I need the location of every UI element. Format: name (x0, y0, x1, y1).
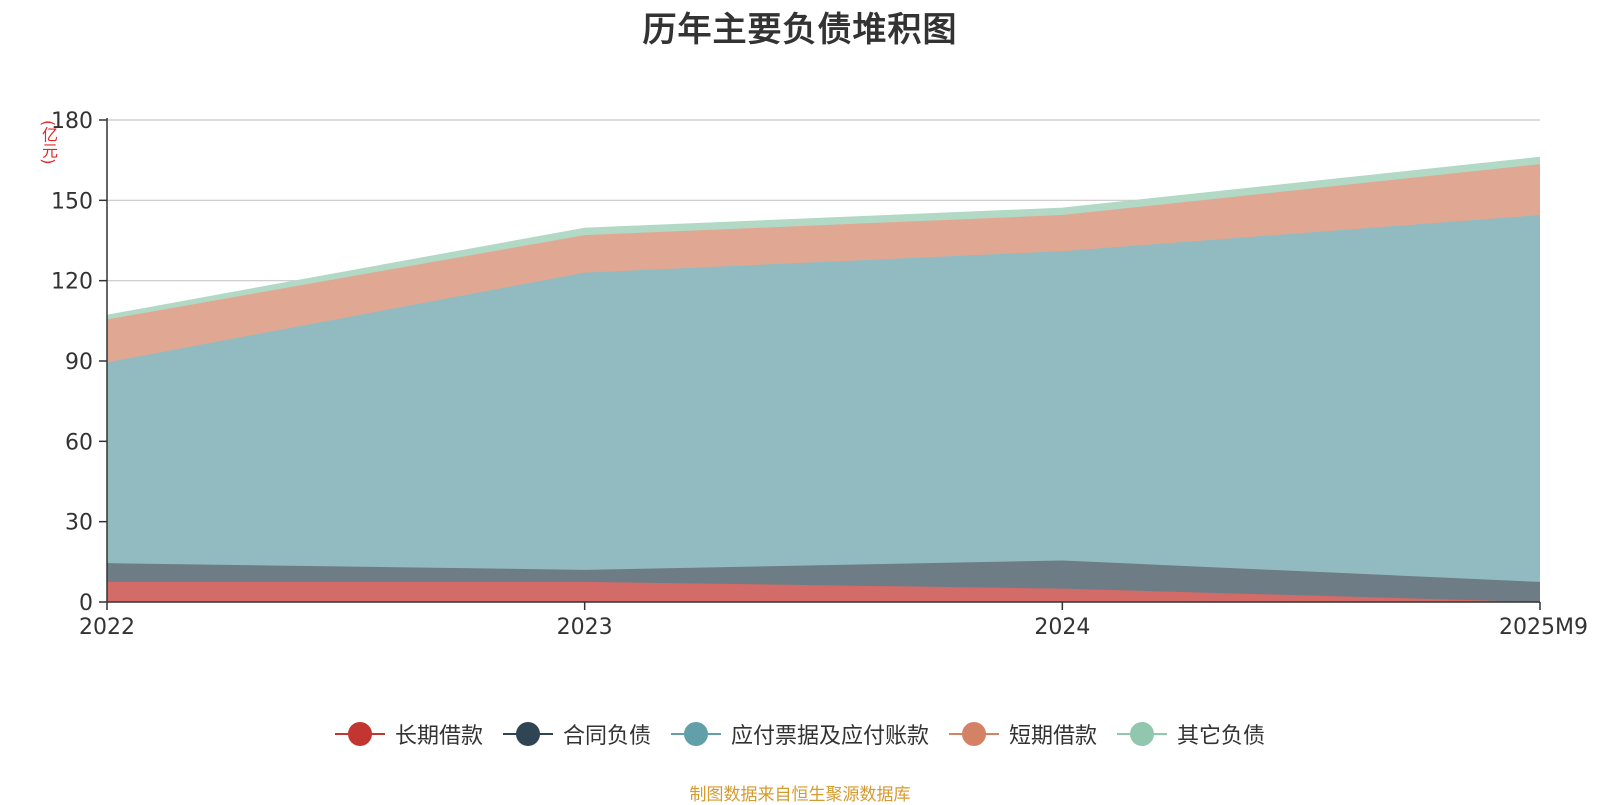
legend-swatch-icon (502, 722, 553, 746)
legend-swatch-icon (670, 722, 721, 746)
area-series-2 (107, 215, 1540, 582)
legend-swatch-icon (1117, 722, 1168, 746)
chart-title: 历年主要负债堆积图 (642, 10, 958, 50)
x-tick-label: 2023 (557, 615, 613, 640)
y-tick-label: 0 (79, 591, 93, 616)
legend-item[interactable]: 短期借款 (949, 718, 1097, 750)
area-layer (106, 156, 1541, 603)
legend-swatch-icon (949, 722, 999, 746)
y-axis-unit-label: (亿元) (39, 120, 58, 165)
legend-item[interactable]: 其它负债 (1117, 718, 1265, 750)
y-tick-label: 90 (65, 350, 93, 375)
legend-item[interactable]: 长期借款 (334, 718, 483, 750)
legend-item[interactable]: 合同负债 (502, 718, 651, 750)
axis-layer: 0 30 60 90 120 150 180 2022 2023 2024 2025M9 (51, 109, 1588, 640)
legend-label: 合同负债 (562, 724, 651, 749)
area-series-3 (107, 164, 1540, 363)
legend-label: 应付票据及应付账款 (730, 724, 929, 749)
area-series-4 (107, 157, 1540, 320)
x-tick-label: 2024 (1034, 615, 1090, 640)
legend-label: 长期借款 (394, 724, 483, 749)
area-series-1 (107, 560, 1540, 602)
legend-label: 短期借款 (1009, 724, 1098, 749)
series-top-line-4 (106, 156, 1541, 317)
x-tick-label: 2022 (79, 615, 135, 640)
y-tick-label: 150 (51, 189, 93, 214)
x-tick-label: 2025M9 (1499, 615, 1588, 640)
legend-item[interactable]: 应付票据及应付账款 (670, 718, 929, 750)
legend: 长期借款 合同负债 应付票据及应付账款 短期借款 其它负债 (0, 718, 1600, 750)
y-tick-label: 180 (51, 109, 93, 134)
y-tick-label: 30 (65, 511, 93, 536)
y-tick-label: 60 (65, 430, 93, 455)
legend-swatch-icon (334, 722, 385, 746)
area-series-0 (107, 581, 1540, 602)
legend-label: 其它负债 (1177, 724, 1266, 749)
source-note: 制图数据来自恒生聚源数据库 (689, 785, 911, 805)
y-tick-label: 120 (51, 270, 93, 295)
